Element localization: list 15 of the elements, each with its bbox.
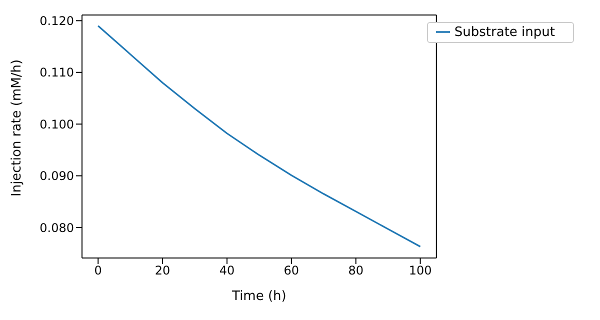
y-tick-label: 0.090 [40,169,74,184]
y-axis-title: Injection rate (mM/h) [10,59,25,196]
x-tick-label: 40 [219,264,235,278]
x-tick-label: 60 [284,264,300,278]
y-tick-label: 0.120 [40,14,74,28]
x-tick-label: 0 [94,264,102,278]
y-tick-label: 0.080 [40,220,74,235]
x-tick-label: 100 [408,264,432,278]
x-tick-label: 20 [154,264,170,278]
line-series [97,25,422,248]
x-tick-label: 80 [348,264,364,278]
x-axis-title: Time (h) [231,289,286,304]
y-tick-label: 0.100 [40,117,74,132]
y-tick-label: 0.110 [40,66,74,80]
legend-label: Substrate input [454,25,555,40]
